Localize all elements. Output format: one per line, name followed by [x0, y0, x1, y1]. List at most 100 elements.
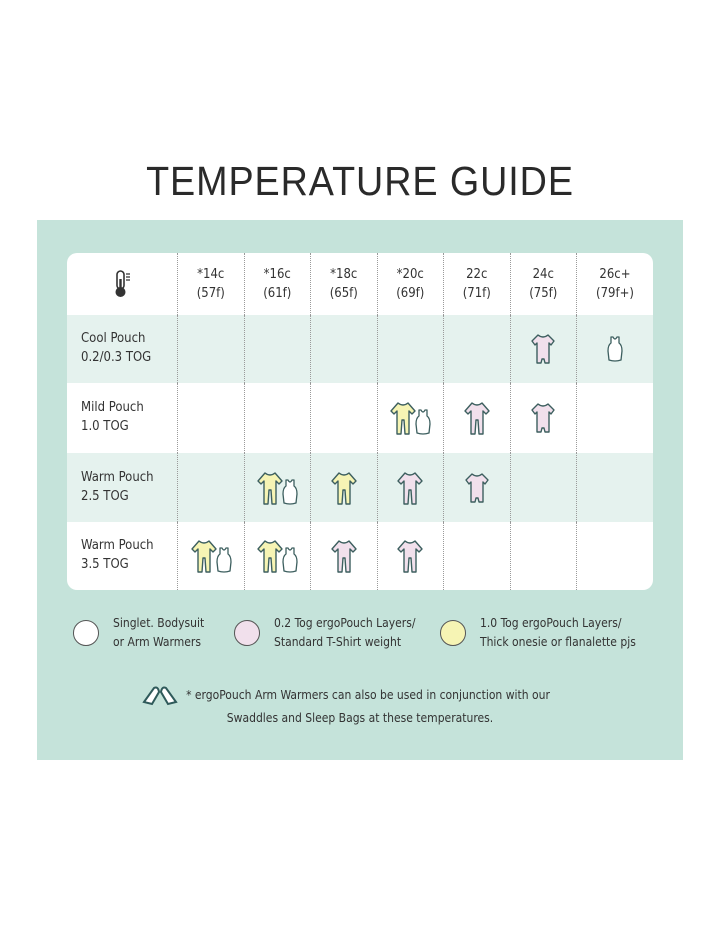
fahrenheit-label: (71f): [462, 286, 491, 301]
celsius-label: *14c: [197, 266, 225, 282]
guide-panel: *14c (57f) *16c (61f) *18c (65f) *20c (69f) 22c (…: [37, 220, 683, 760]
fahrenheit-label: (69f): [396, 286, 425, 301]
sleepsuit-pink-icon: [395, 538, 425, 574]
sleepsuit-yellow-icon: [255, 538, 285, 574]
fahrenheit-label: (61f): [263, 286, 292, 301]
white-circle-icon: [73, 619, 99, 646]
singlet-white-icon: [281, 546, 299, 574]
pouch-row: Warm Pouch 2.5 TOG: [67, 453, 653, 522]
celsius-label: *18c: [330, 266, 358, 282]
clothing-cell: [243, 453, 311, 522]
clothing-cell: [576, 453, 653, 522]
clothing-cell: [177, 383, 244, 453]
temperature-column-header: 22c (71f): [443, 253, 510, 315]
pouch-row: Warm Pouch 3.5 TOG: [67, 522, 653, 590]
sleepsuit-pink-icon: [462, 400, 492, 436]
legend-item-white: Singlet. Bodysuit or Arm Warmers: [73, 614, 204, 651]
tog-rating: 3.5 TOG: [81, 557, 129, 572]
celsius-label: 22c: [466, 266, 488, 282]
clothing-cell: [310, 453, 377, 522]
pouch-row: Mild Pouch 1.0 TOG: [67, 383, 653, 453]
legend-item-yellow: 1.0 Tog ergoPouch Layers/Thick onesie or…: [440, 614, 636, 651]
romper-pink-icon: [529, 332, 557, 366]
row-label: Warm Pouch 2.5 TOG: [67, 453, 177, 522]
footnote: * ergoPouch Arm Warmers can also be used…: [37, 682, 683, 728]
clothing-cell: [443, 315, 510, 383]
fahrenheit-label: (79f+): [596, 286, 634, 301]
tog-rating: 1.0 TOG: [81, 419, 129, 434]
celsius-label: *20c: [396, 266, 424, 282]
legend-text: 0.2 Tog ergoPouch Layers/: [274, 616, 416, 630]
clothing-cell: [310, 315, 377, 383]
clothing-cell: [177, 522, 244, 590]
singlet-white-icon: [606, 335, 624, 363]
pink-circle-icon: [234, 619, 260, 646]
temperature-column-header: *18c (65f): [310, 253, 377, 315]
clothing-cell: [576, 315, 653, 383]
celsius-label: *16c: [263, 266, 291, 282]
temperature-column-header: *20c (69f): [376, 253, 444, 315]
celsius-label: 26c+: [599, 266, 631, 282]
legend-text: Standard T-Shirt weight: [274, 634, 402, 649]
sleepsuit-pink-icon: [329, 538, 359, 574]
clothing-cell: [443, 453, 510, 522]
celsius-label: 24c: [532, 266, 554, 282]
pouch-name: Mild Pouch: [81, 400, 144, 416]
temperature-column-header: *16c (61f): [243, 253, 311, 315]
footnote-line-2: Swaddles and Sleep Bags at these tempera…: [226, 711, 494, 725]
clothing-cell: [443, 522, 510, 590]
clothing-cell: [177, 315, 244, 383]
clothing-cell: [177, 453, 244, 522]
header-row: *14c (57f) *16c (61f) *18c (65f) *20c (69f) 22c (…: [67, 253, 653, 315]
fahrenheit-label: (75f): [529, 286, 558, 301]
row-label: Mild Pouch 1.0 TOG: [67, 383, 177, 453]
pouch-row: Cool Pouch 0.2/0.3 TOG: [67, 315, 653, 383]
singlet-white-icon: [281, 478, 299, 506]
clothing-cell: [509, 315, 577, 383]
romper-pink-icon: [529, 401, 557, 435]
clothing-cell: [509, 383, 577, 453]
temperature-column-header: 26c+ (79f+): [576, 253, 653, 315]
sleepsuit-yellow-icon: [329, 470, 359, 506]
pouch-name: Cool Pouch: [81, 331, 146, 347]
clothing-cell: [310, 383, 377, 453]
pouch-name: Warm Pouch: [81, 538, 154, 554]
pouch-name: Warm Pouch: [81, 469, 154, 485]
singlet-white-icon: [215, 546, 233, 574]
yellow-circle-icon: [440, 619, 466, 646]
temperature-table: *14c (57f) *16c (61f) *18c (65f) *20c (69f) 22c (…: [67, 253, 653, 590]
clothing-cell: [376, 383, 444, 453]
clothing-cell: [376, 453, 444, 522]
page-title: TEMPERATURE GUIDE: [146, 158, 574, 204]
clothing-cell: [243, 383, 311, 453]
clothing-cell: [576, 383, 653, 453]
row-label: Warm Pouch 3.5 TOG: [67, 522, 177, 590]
tog-rating: 2.5 TOG: [81, 488, 129, 504]
legend-text: Thick onesie or flanalette pjs: [480, 634, 636, 649]
clothing-cell: [509, 522, 577, 590]
thermometer-icon: [67, 253, 177, 315]
clothing-cell: [509, 453, 577, 522]
clothing-cell: [576, 522, 653, 590]
sleepsuit-yellow-icon: [388, 400, 418, 436]
clothing-cell: [243, 315, 311, 383]
clothing-cell: [443, 383, 510, 453]
footnote-line-1: * ergoPouch Arm Warmers can also be used…: [186, 687, 550, 702]
sleepsuit-yellow-icon: [255, 470, 285, 506]
legend-text: 1.0 Tog ergoPouch Layers/: [480, 616, 622, 630]
temperature-column-header: 24c (75f): [509, 253, 577, 315]
clothing-cell: [376, 315, 444, 383]
legend-item-pink: 0.2 Tog ergoPouch Layers/Standard T-Shir…: [234, 614, 415, 651]
row-label: Cool Pouch 0.2/0.3 TOG: [67, 315, 177, 383]
tog-rating: 0.2/0.3 TOG: [81, 350, 152, 365]
fahrenheit-label: (57f): [196, 286, 225, 301]
legend-text: Singlet. Bodysuit: [113, 616, 205, 630]
clothing-cell: [243, 522, 311, 590]
singlet-white-icon: [414, 408, 432, 436]
fahrenheit-label: (65f): [329, 286, 358, 301]
romper-pink-icon: [463, 471, 491, 505]
sleepsuit-yellow-icon: [189, 538, 219, 574]
arm-warmers-icon: [142, 686, 178, 706]
sleepsuit-pink-icon: [395, 470, 425, 506]
clothing-cell: [376, 522, 444, 590]
